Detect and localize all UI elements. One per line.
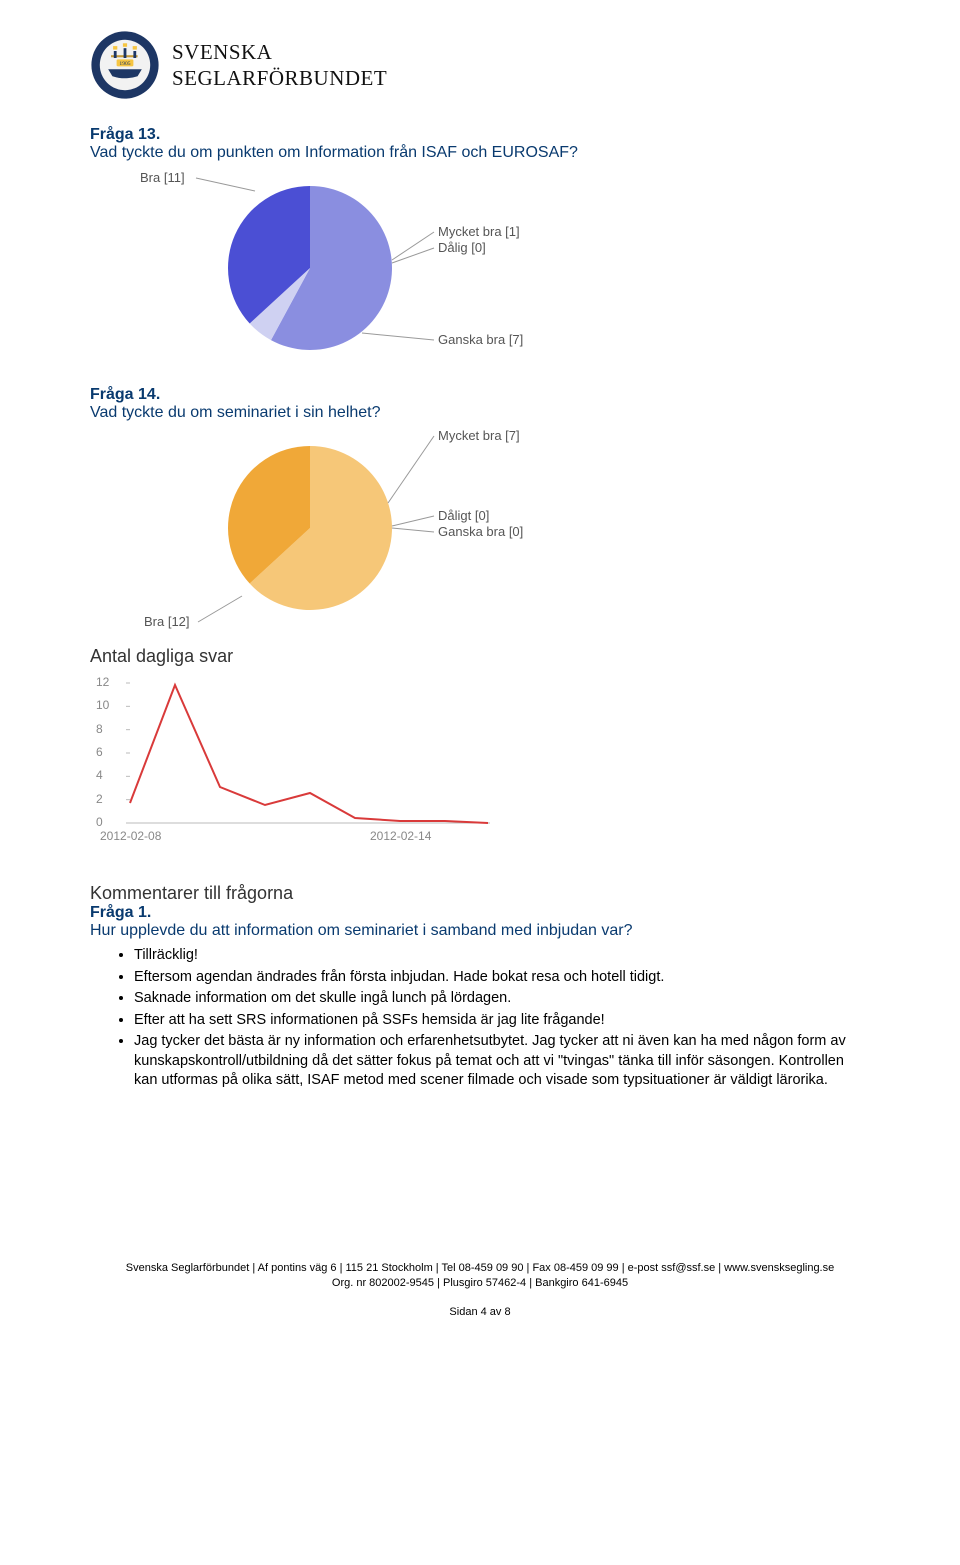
pie-slice-label: Bra [11] [140, 170, 185, 185]
org-badge-icon: 1905 [90, 30, 160, 100]
footer-line2: Org. nr 802002-9545 | Plusgiro 57462-4 |… [90, 1276, 870, 1291]
pie-slice-label: Dålig [0] [438, 240, 486, 255]
y-tick-label: 0 [96, 815, 103, 829]
pie-slice-label: Mycket bra [7] [438, 428, 520, 443]
comments-q-text: Hur upplevde du att information om semin… [90, 922, 870, 940]
y-tick-label: 2 [96, 792, 103, 806]
page: 1905 SVENSKA SEGLARFÖRBUNDET Fråga 13. V… [0, 0, 960, 1338]
pie-slice-label: Ganska bra [7] [438, 332, 523, 347]
q14-text: Vad tyckte du om seminariet i sin helhet… [90, 404, 870, 422]
page-number: Sidan 4 av 8 [90, 1306, 870, 1318]
x-tick-label: 2012-02-14 [370, 829, 431, 843]
footer-line1: Svenska Seglarförbundet | Af pontins väg… [90, 1261, 870, 1276]
org-header: 1905 SVENSKA SEGLARFÖRBUNDET [90, 30, 870, 100]
comment-bullet: Jag tycker det bästa är ny information o… [134, 1032, 870, 1091]
y-tick-label: 10 [96, 698, 109, 712]
comment-bullet: Eftersom agendan ändrades från första in… [134, 968, 870, 988]
org-name-line2: SEGLARFÖRBUNDET [172, 65, 387, 91]
comment-bullet: Saknade information om det skulle ingå l… [134, 989, 870, 1009]
q13-pie-chart: Bra [11] Mycket bra [1]Dålig [0] Ganska br… [140, 168, 660, 368]
y-tick-label: 4 [96, 768, 103, 782]
pie-slice-label: Ganska bra [0] [438, 524, 523, 539]
comments-q-label: Fråga 1. [90, 904, 870, 922]
daily-line-chart: 0 2 4 6 8 10 12 2012-02-08 2012-02-14 [90, 673, 530, 853]
q14-label: Fråga 14. [90, 386, 870, 404]
svg-text:1905: 1905 [119, 61, 130, 67]
comment-bullet: Tillräcklig! [134, 946, 870, 966]
y-tick-label: 12 [96, 675, 109, 689]
y-tick-label: 6 [96, 745, 103, 759]
pie-slice-label: Bra [12] [144, 614, 190, 629]
q13-label: Fråga 13. [90, 126, 870, 144]
footer: Svenska Seglarförbundet | Af pontins väg… [90, 1261, 870, 1292]
x-tick-label: 2012-02-08 [100, 829, 161, 843]
comments-list: Tillräcklig!Eftersom agendan ändrades fr… [90, 946, 870, 1091]
org-name: SVENSKA SEGLARFÖRBUNDET [172, 39, 387, 92]
y-tick-label: 8 [96, 722, 103, 736]
pie-slice-label: Mycket bra [1] [438, 224, 520, 239]
daily-title: Antal dagliga svar [90, 646, 870, 667]
comments-heading: Kommentarer till frågorna [90, 883, 870, 904]
pie-slice-label: Dåligt [0] [438, 508, 489, 523]
comment-bullet: Efter att ha sett SRS informationen på S… [134, 1011, 870, 1031]
q14-pie-chart: Mycket bra [7] Dåligt [0]Ganska bra [0] Br… [140, 428, 660, 628]
org-name-line1: SVENSKA [172, 39, 387, 65]
q13-text: Vad tyckte du om punkten om Information … [90, 144, 870, 162]
